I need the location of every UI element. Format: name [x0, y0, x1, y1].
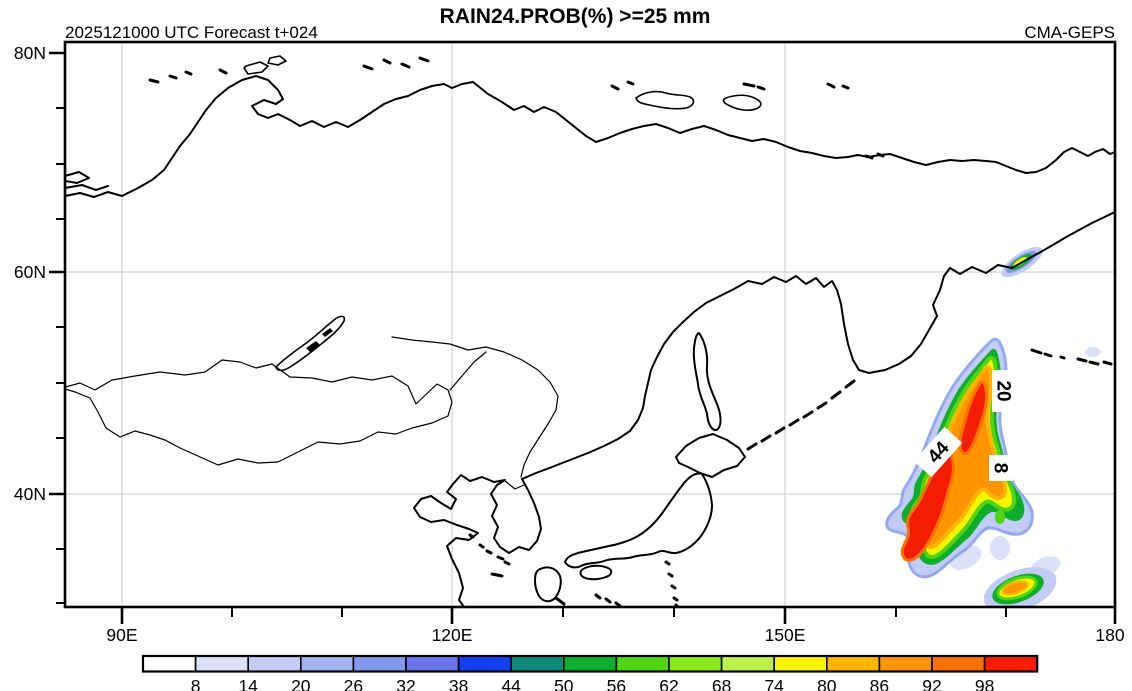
faint-prob-patch [1085, 347, 1101, 357]
colorbar-segment [142, 655, 197, 673]
map-frame [63, 40, 1117, 609]
lon-label-120e: 120E [432, 625, 473, 645]
colorbar-tick: 80 [817, 676, 837, 691]
lon-minor-ticks [231, 607, 1007, 617]
lat-label-60n: 60N [14, 262, 46, 282]
coastlines [66, 55, 1114, 606]
sakhalin-island [692, 332, 722, 431]
colorbar-tick: 8 [191, 676, 201, 691]
contour-label-20-text: 20 [993, 380, 1014, 401]
contour-label-20-box [992, 370, 1016, 412]
colorbar-segment [405, 655, 460, 673]
lake-baikal [275, 315, 346, 372]
lat-minor-ticks [56, 107, 65, 604]
colorbar-segment [457, 655, 513, 673]
colorbar-tick: 32 [396, 676, 415, 691]
colorbar-tick: 98 [975, 676, 994, 691]
colorbar-tick: 86 [870, 676, 889, 691]
shikoku-island [579, 564, 613, 581]
colorbar-segment [983, 655, 1038, 673]
colorbar-tick: 14 [238, 676, 258, 691]
colorbar-segment [615, 655, 670, 673]
colorbar-segment [825, 655, 881, 673]
colorbar-segment [194, 655, 250, 673]
main-plume-red-core-upper [958, 380, 988, 456]
arctic-coastline [66, 75, 1114, 198]
colorbar-segment [931, 655, 986, 673]
colorbar-segment [773, 655, 828, 673]
colorbar-tick: 26 [344, 676, 363, 691]
colorbar-segment [720, 655, 775, 673]
colorbar-tick: 74 [764, 676, 784, 691]
colorbar-segment [352, 655, 407, 673]
colorbar-tick: 56 [607, 676, 626, 691]
honshu-island [564, 472, 713, 569]
arctic-small-islands [148, 56, 885, 160]
amur-border-line [391, 336, 559, 490]
colorbar-segment [247, 655, 302, 673]
faint-prob-patch [990, 536, 1010, 560]
arctic-inlet-squiggles [66, 171, 109, 191]
kuril-islands-dashes [746, 379, 856, 451]
probability-field [885, 246, 1101, 606]
side-lobe-lime-dot [995, 510, 1005, 524]
chart-title: RAIN24.PROB(%) >=25 mm [440, 5, 711, 28]
severnaya-zemlya-islands [243, 55, 287, 75]
mongolia-border [66, 359, 453, 466]
lon-label-180: 180 [1095, 625, 1124, 645]
colorbar-segment [668, 655, 723, 673]
new-siberian-islands [635, 90, 762, 111]
colorbar: 8 14 20 26 32 38 44 50 56 62 68 74 80 86… [141, 654, 1039, 691]
colorbar-segment [562, 655, 618, 673]
contour-label-44-box [913, 426, 963, 478]
lon-label-90e: 90E [106, 625, 137, 645]
colorbar-tick: 62 [659, 676, 678, 691]
lat-label-40n: 40N [14, 484, 46, 504]
colorbar-tick: 38 [449, 676, 468, 691]
contour-label-8-box [989, 455, 1013, 481]
secondary-cell-orange [1001, 580, 1029, 596]
aleutian-islands-dashes [1030, 348, 1113, 366]
colorbar-tick: 20 [291, 676, 311, 691]
forecast-run-label: 2025121000 UTC Forecast t+024 [65, 23, 318, 42]
lat-major-ticks [49, 51, 65, 496]
colorbar-tick: 50 [554, 676, 574, 691]
hokkaido-island [675, 433, 746, 478]
gridlines [66, 43, 1114, 607]
contour-label-8-text: 8 [990, 463, 1011, 474]
contour-label-8: 8 [989, 455, 1013, 481]
lon-label-150e: 150E [765, 625, 806, 645]
colorbar-segment [299, 655, 355, 673]
lat-label-80n: 80N [14, 43, 46, 63]
izu-islands-dots [664, 560, 680, 606]
lake-baikal-shading [306, 328, 333, 352]
colorbar-segment [510, 655, 565, 673]
colorbar-segment [878, 655, 933, 673]
colorbar-tick: 44 [501, 676, 521, 691]
colorbar-tick: 68 [712, 676, 731, 691]
kyushu-island [534, 566, 562, 603]
colorbar-tick: 92 [922, 676, 941, 691]
lon-major-ticks [120, 607, 1117, 624]
colorbar-outline [141, 654, 1039, 673]
ryukyu-dots [554, 593, 622, 606]
pacific-coastline [413, 211, 1114, 606]
korea-coastal-islands [468, 533, 511, 578]
contour-label-20: 20 [992, 370, 1016, 412]
main-plume-red-core-lower [900, 449, 955, 562]
model-name-label: CMA-GEPS [1024, 23, 1115, 42]
